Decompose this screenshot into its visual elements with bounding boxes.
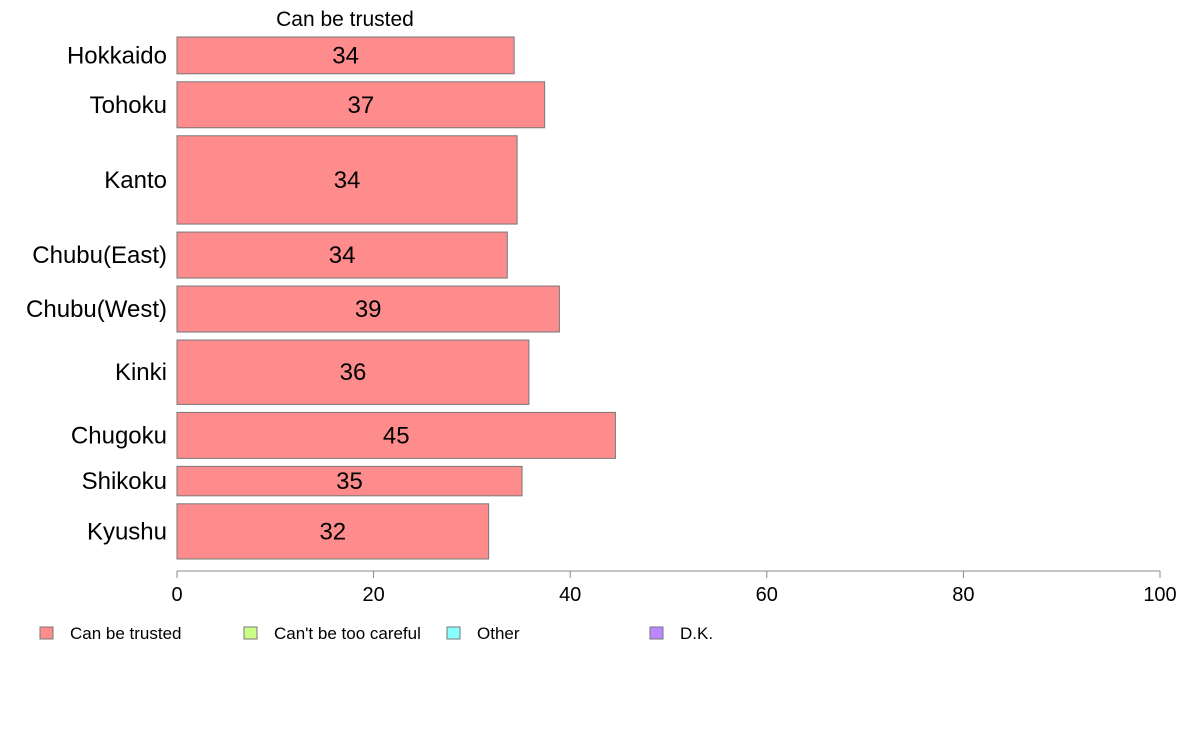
bar-kyushu [176, 503, 490, 560]
legend-label: Other [477, 624, 520, 643]
bar-kinki [176, 339, 530, 405]
legend-label: Can be trusted [70, 624, 182, 643]
data-label: 34 [329, 242, 356, 269]
category-label: Kanto [104, 167, 167, 194]
bar-chubu-east- [176, 231, 508, 279]
category-label: Chubu(West) [26, 296, 167, 323]
data-label: 45 [383, 422, 410, 449]
data-label: 35 [336, 468, 363, 495]
bar-chubu-west- [176, 285, 560, 333]
legend-swatch [243, 626, 258, 640]
legend-swatch [446, 626, 461, 640]
legend-swatch [649, 626, 664, 640]
x-tick-label: 60 [756, 584, 778, 606]
data-label: 36 [340, 359, 367, 386]
x-tick-label: 80 [952, 584, 974, 606]
category-label: Kinki [115, 359, 167, 386]
chart-title: Can be trusted [276, 8, 414, 31]
category-label: Hokkaido [67, 42, 167, 69]
legend: Can be trusted Can't be too careful Other D… [39, 624, 713, 643]
x-tick-label: 100 [1143, 584, 1176, 606]
category-label: Kyushu [87, 518, 167, 545]
x-tick-label: 20 [362, 584, 384, 606]
data-label: 37 [347, 92, 374, 119]
bar-chugoku [176, 411, 616, 459]
bar-kanto [176, 135, 518, 225]
bar-hokkaido [176, 36, 515, 75]
category-label: Tohoku [90, 92, 167, 119]
category-label: Chugoku [71, 422, 167, 449]
data-label: 39 [355, 296, 382, 323]
category-label: Shikoku [82, 468, 167, 495]
bar-shikoku [176, 465, 523, 497]
x-tick-label: 0 [171, 584, 182, 606]
x-tick-label: 40 [559, 584, 581, 606]
bar-tohoku [176, 81, 546, 129]
legend-swatch [39, 626, 54, 640]
data-label: 32 [319, 518, 346, 545]
data-label: 34 [332, 42, 359, 69]
legend-label: D.K. [680, 624, 713, 643]
x-axis: 0 20 40 60 80 100 [171, 570, 1177, 606]
bars: Hokkaido 34 Tohoku 37 Kanto 34 Chubu(East) 34 Ch… [26, 36, 616, 560]
legend-label: Can't be too careful [274, 624, 421, 643]
category-label: Chubu(East) [32, 242, 167, 269]
data-label: 34 [334, 167, 361, 194]
